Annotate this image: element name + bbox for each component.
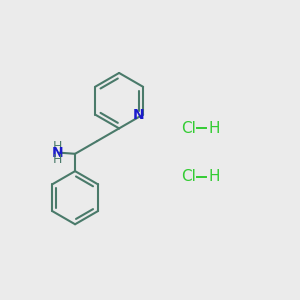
Text: N: N [133, 107, 145, 122]
Text: H: H [209, 121, 220, 136]
Text: Cl: Cl [182, 121, 196, 136]
Text: N: N [52, 146, 64, 160]
Text: H: H [209, 169, 220, 184]
Text: H: H [53, 140, 62, 153]
Text: H: H [53, 153, 62, 166]
Text: Cl: Cl [182, 169, 196, 184]
